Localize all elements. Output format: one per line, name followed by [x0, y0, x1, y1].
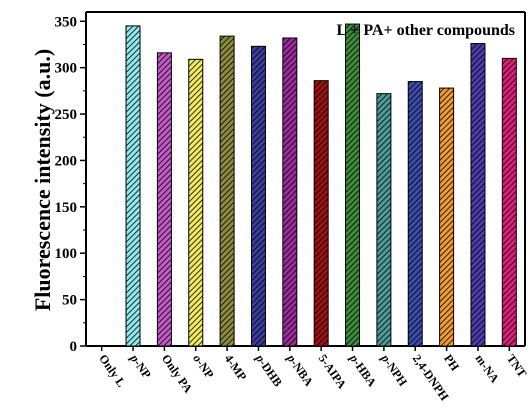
- bar: [376, 93, 392, 347]
- bar: [219, 35, 235, 347]
- y-tick-label: 150: [55, 200, 78, 216]
- bar: [188, 58, 204, 347]
- bar: [345, 23, 361, 347]
- x-tick-label: TNT: [504, 352, 530, 380]
- bar: [407, 81, 423, 347]
- x-tick-label: o-NP: [190, 352, 216, 381]
- bar: [470, 43, 486, 347]
- bar: [156, 52, 172, 347]
- bar: [313, 80, 329, 347]
- x-tick-label: p-HBA: [347, 351, 380, 390]
- x-tick-label: m-NA: [473, 352, 503, 386]
- bar: [501, 57, 517, 347]
- bar: [439, 87, 455, 347]
- y-tick-label: 100: [55, 246, 78, 262]
- bar: [250, 45, 266, 347]
- x-tick-label: 5-AIPA: [316, 352, 350, 392]
- y-axis-title: Fluorescence intensity (a.u.): [30, 49, 55, 311]
- y-tick-label: 50: [62, 293, 77, 309]
- x-tick-label: p-NBA: [284, 351, 316, 389]
- x-tick-label: Only L: [96, 352, 128, 390]
- y-tick-label: 0: [70, 339, 78, 355]
- chart-annotation: L + PA+ other compounds: [336, 22, 515, 39]
- y-tick-label: 200: [55, 153, 78, 169]
- x-tick-label: p-NP: [127, 351, 154, 381]
- x-tick-label: p-NPH: [378, 351, 411, 389]
- y-tick-label: 300: [55, 61, 78, 77]
- y-tick-label: 250: [55, 107, 78, 123]
- x-tick-label: 4-MP: [222, 352, 250, 384]
- x-tick-label: p-DHB: [252, 351, 285, 389]
- bar: [282, 37, 298, 347]
- x-tick-label: Only PA: [159, 352, 196, 396]
- bar: [125, 25, 141, 347]
- y-tick-label: 350: [55, 14, 78, 30]
- x-tick-label: PH: [441, 352, 462, 374]
